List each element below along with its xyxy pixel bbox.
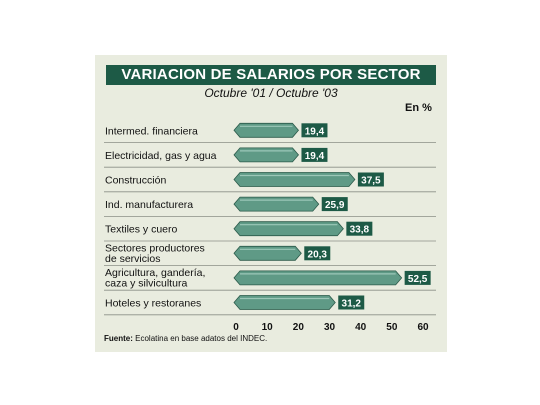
unit-label: En % [405, 102, 432, 114]
category-label: Intermed. financiera [105, 125, 198, 137]
category-label: Agricultura, gandería, [105, 267, 205, 279]
x-tick-label: 10 [262, 322, 274, 333]
category-label: Construcción [105, 175, 166, 187]
value-label: 37,5 [361, 176, 381, 187]
bar [233, 122, 299, 138]
bar [233, 295, 336, 310]
source-note: Fuente: Ecolatina en base adatos del IND… [104, 334, 267, 343]
category-label: de servicios [105, 253, 160, 265]
value-label: 19,4 [305, 126, 325, 137]
bar [233, 147, 299, 163]
bar [233, 196, 320, 212]
x-tick-label: 40 [355, 322, 367, 333]
value-label-box [301, 123, 328, 138]
category-label: caza y silvicultura [105, 277, 187, 289]
category-label: Textiles y cuero [105, 224, 178, 236]
category-label: Sectores productores [105, 242, 205, 254]
value-label: 31,2 [342, 299, 362, 310]
chart-title: VARIACION DE SALARIOS POR SECTOR [106, 65, 436, 85]
x-tick-label: 20 [293, 322, 305, 333]
value-label-box [346, 221, 373, 236]
value-label: 19,4 [305, 151, 325, 162]
source-label: Fuente: [104, 334, 133, 343]
source-text: Ecolatina en base adatos del INDEC. [135, 334, 268, 343]
bar [233, 270, 403, 286]
value-label: 52,5 [408, 274, 428, 285]
x-tick-label: 60 [417, 322, 429, 333]
category-label: Hoteles y restoranes [105, 298, 201, 310]
category-label: Electricidad, gas y agua [105, 150, 217, 162]
x-tick-label: 0 [233, 322, 239, 333]
bar [233, 172, 356, 187]
value-label-box [357, 172, 384, 187]
value-label-box [301, 147, 328, 162]
value-label: 33,8 [350, 225, 370, 236]
value-label-box [338, 295, 365, 310]
x-tick-label: 30 [324, 322, 336, 333]
bar [233, 221, 344, 237]
value-label: 25,9 [325, 200, 345, 211]
value-label-box [404, 270, 431, 285]
value-label: 20,3 [308, 249, 328, 260]
value-label-box [321, 197, 348, 212]
value-label-box [304, 246, 331, 261]
bar [233, 245, 302, 261]
x-tick-label: 50 [386, 322, 398, 333]
chart-subtitle: Octubre '01 / Octubre '03 [204, 86, 338, 100]
category-label: Ind. manufacturera [105, 199, 193, 211]
